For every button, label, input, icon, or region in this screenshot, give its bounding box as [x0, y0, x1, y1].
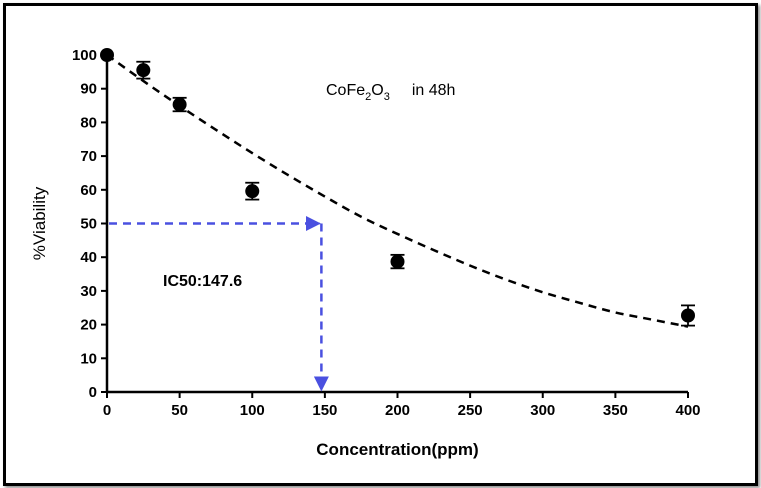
x-tick-label: 50: [171, 402, 188, 419]
data-points: [100, 48, 695, 327]
data-point: [681, 308, 695, 323]
y-tick-label: 20: [80, 317, 97, 334]
tick-marks: [101, 54, 689, 398]
y-tick-label: 90: [80, 81, 97, 98]
x-tick-label: 0: [103, 402, 111, 419]
x-tick-label: 200: [385, 402, 410, 419]
x-axis-title: Concentration(ppm): [316, 440, 478, 459]
x-tick-label: 150: [312, 402, 337, 419]
y-tick-labels: 0 10 20 30 40 50 60 70 80 90 100: [72, 47, 97, 401]
ic50-guides: [109, 216, 329, 392]
y-tick-label: 60: [80, 182, 97, 199]
x-tick-label: 400: [675, 402, 700, 419]
y-tick-label: 70: [80, 148, 97, 165]
y-axis-title: %Viability: [30, 186, 49, 260]
ic50-label: IC50:147.6: [163, 273, 242, 290]
fit-curve-layer: [106, 53, 689, 328]
y-tick-label: 30: [80, 283, 97, 300]
compound-annotation: CoFe2O3 in 48h: [326, 82, 455, 103]
compound-subscript-2: 3: [384, 91, 390, 103]
x-tick-label: 250: [458, 402, 483, 419]
fit-curve: [106, 53, 689, 328]
y-tick-label: 40: [80, 249, 97, 266]
data-point: [100, 48, 114, 62]
x-tick-label: 100: [240, 402, 265, 419]
data-point: [390, 254, 405, 269]
y-tick-label: 0: [89, 384, 97, 401]
compound-suffix: in 48h: [412, 82, 456, 99]
x-tick-label: 350: [603, 402, 628, 419]
data-point: [136, 63, 151, 78]
y-tick-label: 50: [80, 216, 97, 233]
compound-subscript-1: 2: [365, 91, 371, 103]
chart-frame: [3, 3, 758, 486]
compound-main: CoFe: [326, 82, 365, 99]
data-point: [245, 184, 260, 199]
axes: [105, 51, 688, 394]
compound-mid: O: [371, 82, 383, 99]
x-tick-labels: 0 50 100 150 200 250 300 350 400: [103, 402, 701, 419]
y-tick-label: 100: [72, 47, 97, 64]
x-tick-label: 300: [530, 402, 555, 419]
y-tick-label: 80: [80, 114, 97, 131]
y-tick-label: 10: [80, 350, 97, 367]
data-point: [172, 97, 187, 112]
